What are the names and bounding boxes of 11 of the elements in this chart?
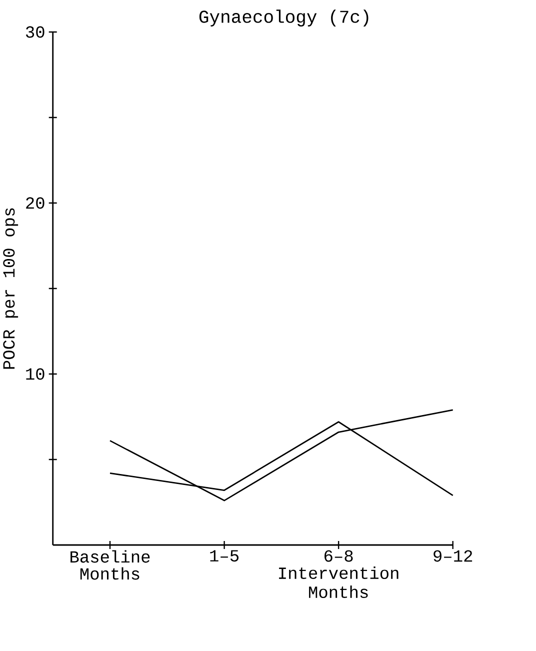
line-series xyxy=(109,409,454,502)
x-tick-label: Baseline Months xyxy=(70,550,150,580)
x-axis-title: Intervention Months xyxy=(279,566,398,598)
y-tick-label: 20 xyxy=(26,197,44,209)
x-tick-label: 1–5 xyxy=(210,550,239,562)
y-tick-label: 30 xyxy=(26,26,44,38)
y-tick-label: 10 xyxy=(26,368,44,380)
x-tick-label: 6–8 xyxy=(324,550,353,562)
x-tick-label: 9–12 xyxy=(434,550,472,562)
chart-title: Gynaecology (7c) xyxy=(199,10,368,26)
y-axis-title: POCR per 100 ops xyxy=(3,208,18,369)
